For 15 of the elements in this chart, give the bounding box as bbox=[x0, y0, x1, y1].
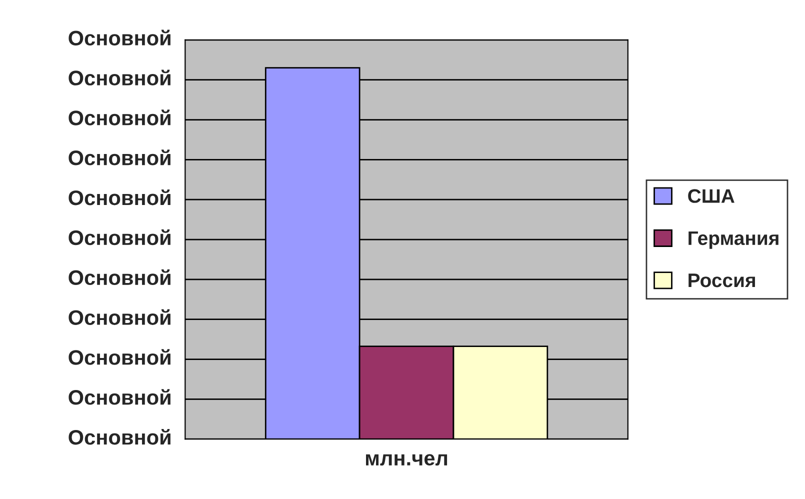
text: Основной bbox=[68, 70, 170, 86]
text: Основной bbox=[68, 389, 170, 405]
text: Основной bbox=[68, 309, 170, 325]
text: Основной bbox=[68, 110, 170, 126]
text: Основной bbox=[68, 150, 170, 166]
text: Основной bbox=[68, 269, 170, 286]
text: Основной bbox=[68, 30, 170, 46]
text: Основной bbox=[68, 429, 170, 445]
legend-label: Россия bbox=[688, 274, 755, 288]
legend-label: США bbox=[688, 189, 734, 203]
text: Основной bbox=[68, 229, 170, 246]
text: Основной bbox=[68, 349, 170, 365]
legend-label: Германия bbox=[688, 232, 778, 249]
text: Основной bbox=[68, 189, 170, 206]
x-axis-title: млн.чел bbox=[366, 454, 448, 466]
